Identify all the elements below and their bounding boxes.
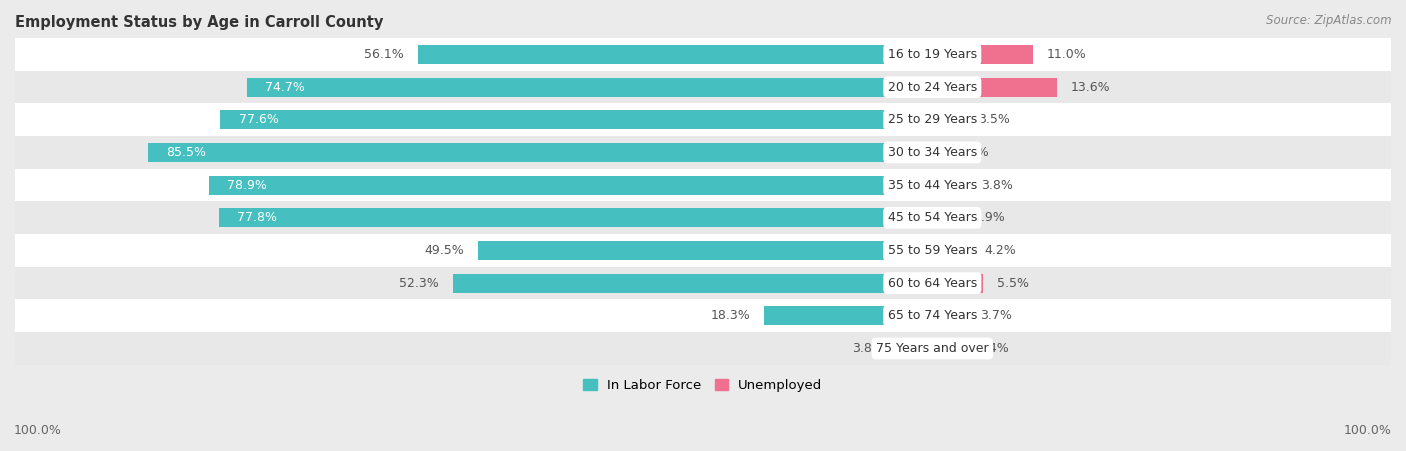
Text: 77.6%: 77.6%	[239, 113, 278, 126]
Bar	[15, 234, 1391, 267]
Text: 16 to 19 Years: 16 to 19 Years	[887, 48, 977, 61]
Text: 60 to 64 Years: 60 to 64 Years	[887, 276, 977, 290]
Text: 13.6%: 13.6%	[1071, 81, 1111, 94]
Bar	[932, 241, 972, 260]
Bar	[221, 110, 932, 129]
Bar	[453, 274, 932, 293]
Bar	[932, 45, 1033, 64]
Text: 100.0%: 100.0%	[14, 424, 62, 437]
Text: 78.9%: 78.9%	[226, 179, 267, 192]
Bar	[247, 78, 932, 97]
Text: 5.5%: 5.5%	[997, 276, 1029, 290]
Bar	[15, 103, 1391, 136]
Text: 2.9%: 2.9%	[973, 212, 1004, 224]
Text: 85.5%: 85.5%	[166, 146, 207, 159]
Bar	[478, 241, 932, 260]
Text: 3.7%: 3.7%	[980, 309, 1012, 322]
Text: 3.5%: 3.5%	[979, 113, 1010, 126]
Bar	[219, 208, 932, 227]
Text: 3.8%: 3.8%	[852, 342, 884, 355]
Text: 77.8%: 77.8%	[238, 212, 277, 224]
Text: Source: ZipAtlas.com: Source: ZipAtlas.com	[1267, 14, 1392, 27]
Text: 3.8%: 3.8%	[981, 179, 1012, 192]
Bar	[765, 306, 932, 325]
Bar	[208, 176, 932, 195]
Text: 35 to 44 Years: 35 to 44 Years	[887, 179, 977, 192]
Text: 30 to 34 Years: 30 to 34 Years	[887, 146, 977, 159]
Bar	[932, 176, 967, 195]
Bar	[15, 169, 1391, 202]
Text: 18.3%: 18.3%	[711, 309, 751, 322]
Bar	[15, 267, 1391, 299]
Bar	[932, 78, 1057, 97]
Bar	[932, 208, 959, 227]
Bar	[932, 339, 963, 358]
Text: 45 to 54 Years: 45 to 54 Years	[887, 212, 977, 224]
Bar	[15, 136, 1391, 169]
Text: 56.1%: 56.1%	[364, 48, 404, 61]
Text: 74.7%: 74.7%	[266, 81, 305, 94]
Bar	[15, 332, 1391, 365]
Text: 4.2%: 4.2%	[984, 244, 1017, 257]
Bar	[932, 306, 966, 325]
Text: 52.3%: 52.3%	[399, 276, 439, 290]
Text: 20 to 24 Years: 20 to 24 Years	[887, 81, 977, 94]
Bar	[148, 143, 932, 162]
Text: 25 to 29 Years: 25 to 29 Years	[887, 113, 977, 126]
Text: Employment Status by Age in Carroll County: Employment Status by Age in Carroll Coun…	[15, 15, 384, 30]
Text: 100.0%: 100.0%	[1344, 424, 1392, 437]
Text: 1.3%: 1.3%	[957, 146, 990, 159]
Bar	[932, 274, 983, 293]
Bar	[15, 38, 1391, 71]
Bar	[932, 110, 965, 129]
Text: 75 Years and over: 75 Years and over	[876, 342, 988, 355]
Text: 55 to 59 Years: 55 to 59 Years	[887, 244, 977, 257]
Text: 65 to 74 Years: 65 to 74 Years	[887, 309, 977, 322]
Bar	[897, 339, 932, 358]
Text: 11.0%: 11.0%	[1047, 48, 1087, 61]
Bar	[932, 143, 945, 162]
Bar	[15, 71, 1391, 103]
Text: 3.4%: 3.4%	[977, 342, 1010, 355]
Legend: In Labor Force, Unemployed: In Labor Force, Unemployed	[578, 374, 828, 397]
Text: 49.5%: 49.5%	[425, 244, 464, 257]
Bar	[15, 202, 1391, 234]
Bar	[418, 45, 932, 64]
Bar	[15, 299, 1391, 332]
